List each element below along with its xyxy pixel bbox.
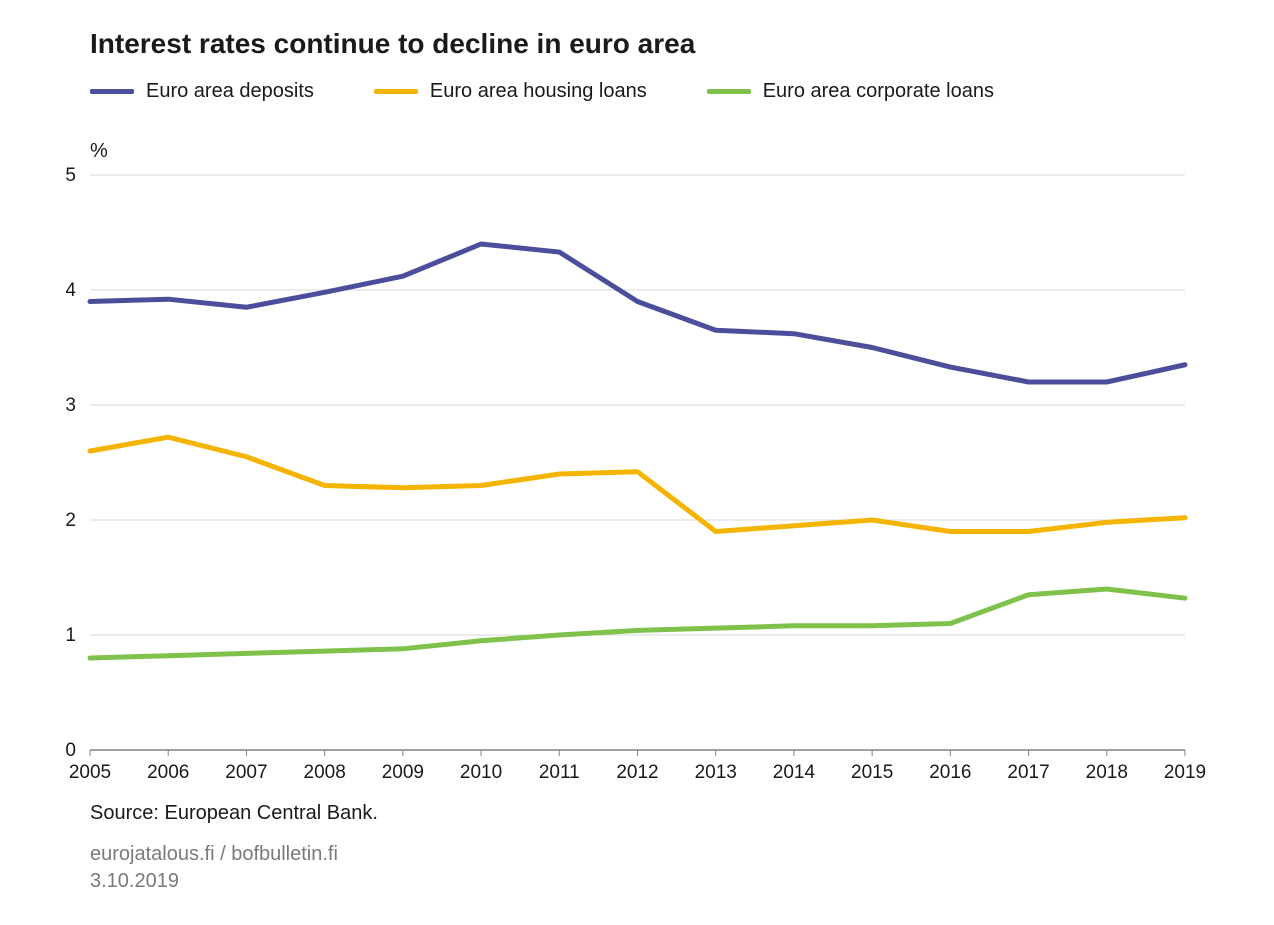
svg-text:2017: 2017 xyxy=(1007,762,1049,783)
chart-container: Interest rates continue to decline in eu… xyxy=(0,0,1274,925)
footer-site: eurojatalous.fi / bofbulletin.fi xyxy=(90,841,338,868)
svg-text:2011: 2011 xyxy=(539,762,580,783)
svg-text:2019: 2019 xyxy=(1164,762,1206,783)
chart-source: Source: European Central Bank. xyxy=(90,802,378,825)
svg-text:2007: 2007 xyxy=(225,762,267,783)
svg-text:4: 4 xyxy=(65,280,76,301)
svg-text:2013: 2013 xyxy=(695,762,737,783)
svg-text:2015: 2015 xyxy=(851,762,893,783)
svg-text:2009: 2009 xyxy=(382,762,424,783)
svg-text:2014: 2014 xyxy=(773,762,816,783)
svg-text:2008: 2008 xyxy=(304,762,346,783)
svg-text:2010: 2010 xyxy=(460,762,502,783)
svg-text:2: 2 xyxy=(65,510,76,531)
svg-text:2005: 2005 xyxy=(69,762,111,783)
svg-text:2016: 2016 xyxy=(929,762,971,783)
footer-date: 3.10.2019 xyxy=(90,868,338,895)
svg-text:2006: 2006 xyxy=(147,762,189,783)
svg-text:3: 3 xyxy=(65,395,76,416)
svg-text:5: 5 xyxy=(65,165,76,186)
svg-text:0: 0 xyxy=(65,740,76,761)
svg-text:1: 1 xyxy=(65,625,76,646)
svg-text:2012: 2012 xyxy=(616,762,658,783)
svg-text:2018: 2018 xyxy=(1086,762,1128,783)
chart-plot: 2005200620072008200920102011201220132014… xyxy=(0,0,1274,925)
chart-footer: eurojatalous.fi / bofbulletin.fi 3.10.20… xyxy=(90,841,338,895)
